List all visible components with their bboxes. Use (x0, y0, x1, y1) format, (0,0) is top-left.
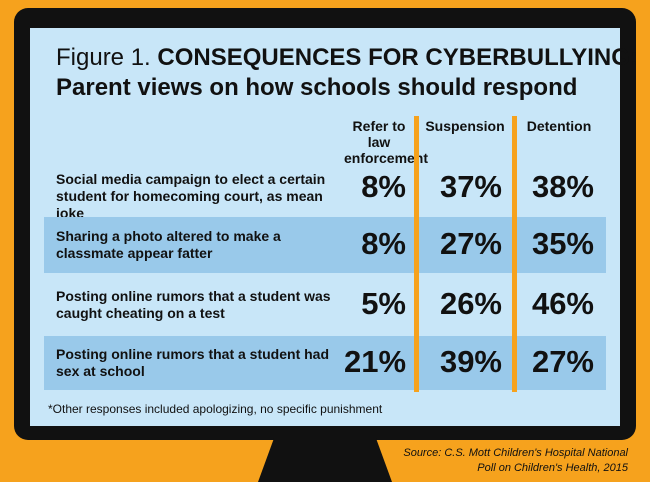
row-label: Posting online rumors that a student had… (56, 346, 330, 379)
column-separator (512, 116, 517, 392)
footnote: *Other responses included apologizing, n… (48, 402, 383, 416)
row-label: Posting online rumors that a student was… (56, 287, 331, 321)
cell-value: 21% (344, 344, 407, 379)
row-label: Social media campaign to elect a certain… (56, 171, 326, 221)
title: Figure 1. CONSEQUENCES FOR CYBERBULLYING… (56, 44, 638, 72)
monitor-stand (258, 438, 392, 482)
source: Source: C.S. Mott Children's Hospital Na… (403, 447, 628, 474)
table-row: Social media campaign to elect a certain… (44, 163, 606, 221)
cell-value: 8% (361, 226, 406, 261)
figure-label: Figure 1. (56, 44, 151, 71)
cell-value: 37% (439, 169, 502, 204)
table-row: Sharing a photo altered to make a classm… (44, 217, 606, 273)
table-row: Posting online rumors that a student was… (44, 277, 606, 332)
cell-value: 5% (361, 285, 406, 321)
cell-value: 38% (531, 169, 594, 204)
column-header: Refer to law enforcement (344, 118, 429, 166)
cell-value: 8% (361, 169, 406, 204)
cell-value: 26% (439, 285, 502, 321)
column-separator (414, 116, 419, 392)
cell-value: 27% (531, 344, 594, 379)
title-text: CONSEQUENCES FOR CYBERBULLYING: (157, 44, 638, 71)
cell-value: 27% (439, 226, 502, 261)
table-row: Posting online rumors that a student had… (44, 336, 606, 390)
cell-value: 35% (531, 226, 594, 261)
row-label: Sharing a photo altered to make a classm… (56, 228, 281, 261)
cell-value: 46% (531, 285, 594, 321)
cell-value: 39% (439, 344, 502, 379)
subtitle: Parent views on how schools should respo… (56, 74, 578, 101)
column-header: Detention (526, 118, 592, 134)
column-header: Suspension (425, 118, 505, 134)
